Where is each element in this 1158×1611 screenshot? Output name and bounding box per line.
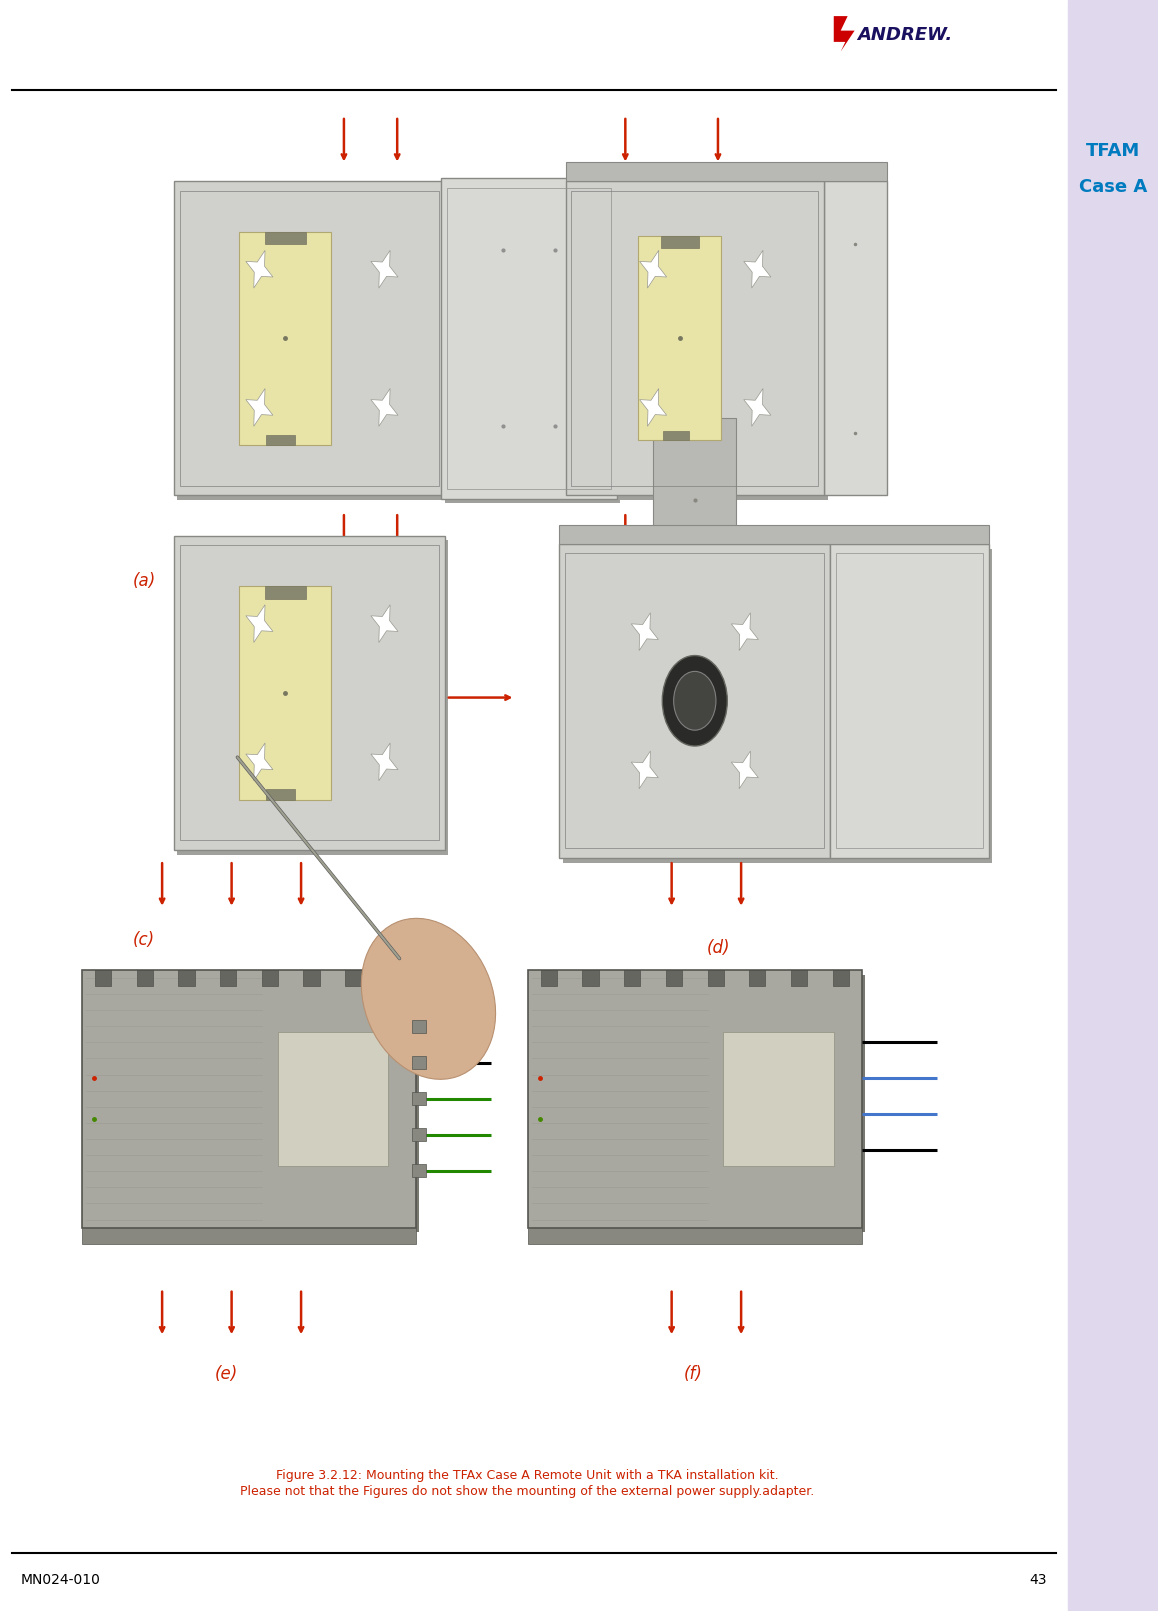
Bar xyxy=(137,970,153,986)
Bar xyxy=(95,970,111,986)
Text: MN024-010: MN024-010 xyxy=(21,1572,101,1587)
Bar xyxy=(824,180,887,496)
Bar xyxy=(565,554,824,849)
Polygon shape xyxy=(743,388,771,427)
Bar xyxy=(412,1128,426,1141)
Bar xyxy=(179,545,439,841)
Polygon shape xyxy=(731,612,758,651)
Bar xyxy=(447,188,610,488)
Bar xyxy=(177,541,448,855)
Bar xyxy=(82,1228,416,1244)
Bar xyxy=(836,554,983,849)
Bar xyxy=(239,232,331,445)
Text: Figure 3.2.12: Mounting the TFAx Case A Remote Unit with a TKA installation kit.: Figure 3.2.12: Mounting the TFAx Case A … xyxy=(276,1469,778,1482)
Polygon shape xyxy=(245,743,273,781)
Polygon shape xyxy=(731,751,758,789)
Circle shape xyxy=(662,656,727,746)
Bar xyxy=(278,1031,388,1166)
Bar xyxy=(239,586,331,799)
Polygon shape xyxy=(245,250,273,288)
Bar xyxy=(662,430,689,440)
Bar xyxy=(412,1020,426,1033)
Bar xyxy=(833,970,849,986)
Text: (d): (d) xyxy=(706,939,730,957)
Polygon shape xyxy=(639,388,667,427)
Text: (c): (c) xyxy=(133,931,155,949)
Bar xyxy=(653,419,736,545)
Text: (b): (b) xyxy=(741,577,764,594)
Bar xyxy=(266,789,295,799)
Bar xyxy=(1068,0,1158,1611)
Bar xyxy=(528,970,862,1228)
Bar xyxy=(532,975,865,1232)
Text: TFAM: TFAM xyxy=(1086,142,1139,161)
Text: (a): (a) xyxy=(133,572,156,590)
Bar xyxy=(82,970,416,1228)
Bar xyxy=(412,1092,426,1105)
Polygon shape xyxy=(371,388,398,427)
Polygon shape xyxy=(245,388,273,427)
Bar xyxy=(412,1165,426,1178)
Bar xyxy=(303,970,320,986)
Bar xyxy=(174,180,445,496)
Bar xyxy=(528,1228,862,1244)
Bar xyxy=(565,180,824,496)
Text: ANDREW.: ANDREW. xyxy=(857,26,952,45)
Bar xyxy=(559,545,830,859)
Bar xyxy=(624,970,640,986)
Bar xyxy=(565,163,887,180)
Bar xyxy=(661,237,698,248)
Text: Case A: Case A xyxy=(1079,177,1146,197)
Bar xyxy=(708,970,724,986)
Polygon shape xyxy=(743,250,771,288)
Bar xyxy=(179,192,439,487)
Bar xyxy=(638,237,721,440)
Polygon shape xyxy=(631,612,659,651)
Text: (e): (e) xyxy=(214,1365,237,1382)
Polygon shape xyxy=(371,743,398,781)
Bar xyxy=(563,549,834,863)
Text: (f): (f) xyxy=(683,1365,702,1382)
Bar xyxy=(830,545,989,859)
Bar xyxy=(174,535,445,851)
Bar xyxy=(178,970,195,986)
Bar xyxy=(834,549,992,863)
Bar xyxy=(220,970,236,986)
Bar xyxy=(265,232,306,245)
Polygon shape xyxy=(631,751,659,789)
Bar xyxy=(86,975,419,1232)
Text: 43: 43 xyxy=(1029,1572,1047,1587)
Bar xyxy=(345,970,361,986)
Text: Please not that the Figures do not show the mounting of the external power suppl: Please not that the Figures do not show … xyxy=(240,1485,814,1498)
Bar xyxy=(262,970,278,986)
Bar xyxy=(266,435,295,445)
Bar xyxy=(387,970,403,986)
Bar xyxy=(724,1031,834,1166)
Bar xyxy=(666,970,682,986)
Polygon shape xyxy=(639,250,667,288)
Bar xyxy=(541,970,557,986)
Bar xyxy=(791,970,807,986)
Bar xyxy=(582,970,599,986)
Bar xyxy=(749,970,765,986)
Circle shape xyxy=(674,672,716,730)
Polygon shape xyxy=(371,250,398,288)
Bar xyxy=(571,192,819,487)
Polygon shape xyxy=(834,16,855,52)
Bar xyxy=(412,1057,426,1070)
Bar xyxy=(559,525,989,545)
Bar xyxy=(177,185,448,499)
Bar xyxy=(441,179,616,498)
Polygon shape xyxy=(245,604,273,643)
Bar xyxy=(445,184,620,503)
Bar xyxy=(265,586,306,599)
Bar xyxy=(569,185,828,499)
Polygon shape xyxy=(371,604,398,643)
Ellipse shape xyxy=(361,918,496,1079)
